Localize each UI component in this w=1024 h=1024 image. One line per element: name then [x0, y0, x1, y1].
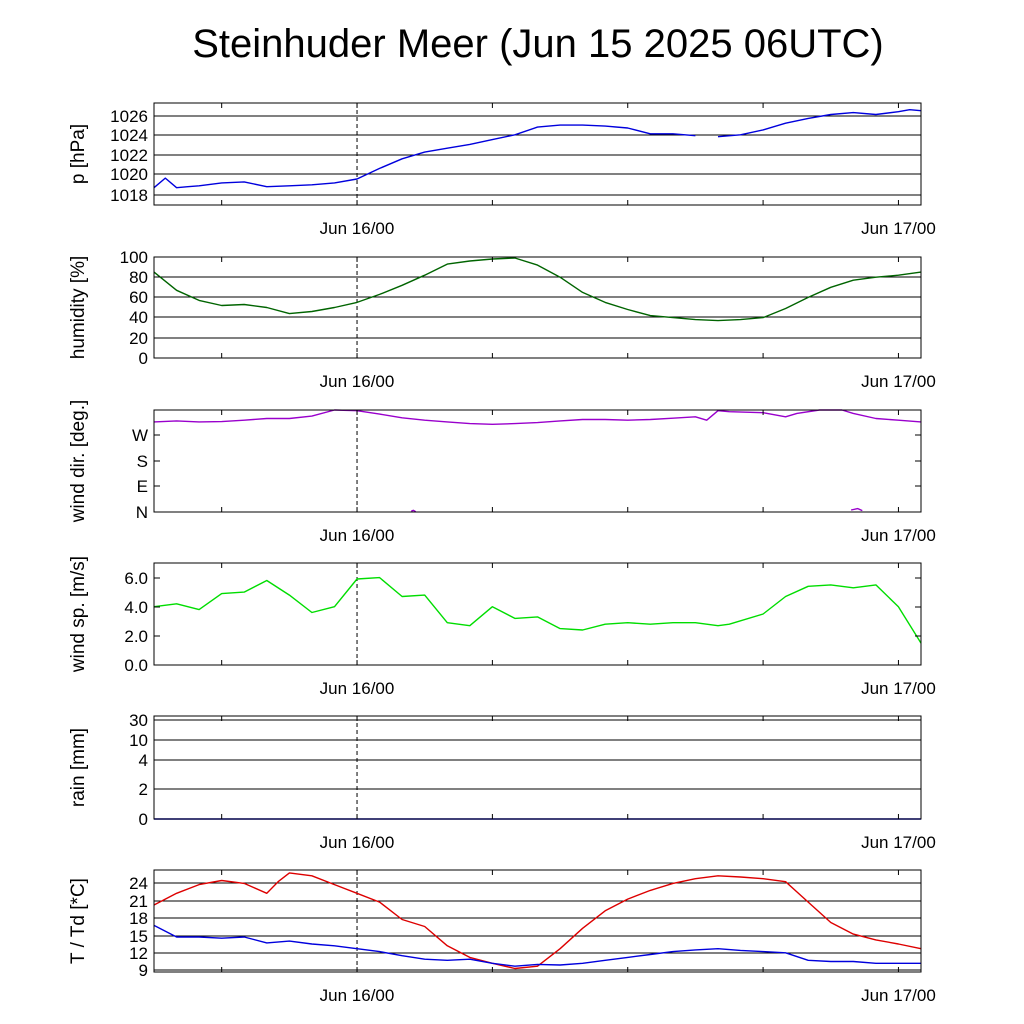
plot-frame: [153, 562, 922, 666]
y-axis-label: p [hPa]: [68, 124, 89, 184]
y-tick-label: 4.0: [124, 598, 148, 617]
x-tick-label: Jun 16/00: [320, 372, 395, 391]
y-tick-label: 6.0: [124, 569, 148, 588]
y-tick-label: 2.0: [124, 627, 148, 646]
y-tick-label: 1026: [110, 107, 148, 126]
x-tick-label: Jun 16/00: [320, 986, 395, 1005]
y-tick-label: 18: [129, 909, 148, 928]
x-tick-label: Jun 16/00: [320, 833, 395, 852]
y-axis-label: rain [mm]: [68, 728, 89, 807]
y-tick-label: 1022: [110, 146, 148, 165]
series-line: [153, 124, 696, 189]
y-tick-label: 40: [129, 308, 148, 327]
y-tick-label: 0: [139, 349, 148, 368]
y-tick-label: W: [132, 426, 148, 445]
series-line: [153, 409, 922, 425]
y-tick-label: 1024: [110, 126, 148, 145]
plot-frame: [153, 715, 922, 820]
series-line: [153, 576, 922, 644]
y-tick-label: 80: [129, 268, 148, 287]
y-tick-label: 15: [129, 927, 148, 946]
y-tick-label: 0: [139, 810, 148, 829]
plot-frame: [153, 869, 922, 973]
plot-frame: [153, 409, 922, 513]
y-tick-label: 10: [129, 731, 148, 750]
y-axis-label: humidity [%]: [68, 256, 89, 359]
plot-frame: [153, 256, 922, 359]
panel-4: 0.0 2.0 4.0 6.0 Jun 16/00 Jun 17/00 wind sp. […: [68, 556, 936, 698]
y-tick-label: S: [137, 452, 148, 471]
x-tick-label: Jun 17/00: [861, 833, 936, 852]
y-tick-label: 1018: [110, 186, 148, 205]
y-tick-label: 0.0: [124, 656, 148, 675]
series-line: [153, 257, 922, 322]
y-tick-label: 9: [139, 961, 148, 980]
series-line: [850, 507, 863, 512]
y-tick-label: 100: [120, 248, 148, 267]
y-axis-label: wind sp. [m/s]: [68, 556, 89, 673]
x-tick-label: Jun 17/00: [861, 372, 936, 391]
x-tick-label: Jun 16/00: [320, 526, 395, 545]
y-tick-label: 2: [139, 780, 148, 799]
y-axis-label: T / Td [*C]: [68, 878, 89, 964]
y-tick-label: 20: [129, 329, 148, 348]
x-tick-label: Jun 16/00: [320, 219, 395, 238]
x-tick-label: Jun 17/00: [861, 679, 936, 698]
y-axis-label: wind dir. [deg.]: [68, 400, 89, 524]
y-tick-label: 24: [129, 874, 148, 893]
y-tick-label: 1020: [110, 165, 148, 184]
x-tick-label: Jun 17/00: [861, 986, 936, 1005]
y-tick-label: 4: [139, 751, 148, 770]
x-tick-label: Jun 16/00: [320, 679, 395, 698]
x-tick-label: Jun 17/00: [861, 526, 936, 545]
plot-frame: [153, 102, 922, 206]
series-line: [153, 872, 922, 970]
page-title: Steinhuder Meer (Jun 15 2025 06UTC): [192, 22, 884, 66]
series-line: [153, 924, 921, 967]
y-tick-label: 60: [129, 288, 148, 307]
y-tick-label: 12: [129, 944, 148, 963]
y-tick-label: 21: [129, 892, 148, 911]
series-line: [410, 509, 417, 513]
y-tick-label: E: [137, 477, 148, 496]
y-tick-label: N: [136, 503, 148, 522]
x-tick-label: Jun 17/00: [861, 219, 936, 238]
series-line: [717, 108, 922, 138]
y-tick-label: 30: [129, 711, 148, 730]
